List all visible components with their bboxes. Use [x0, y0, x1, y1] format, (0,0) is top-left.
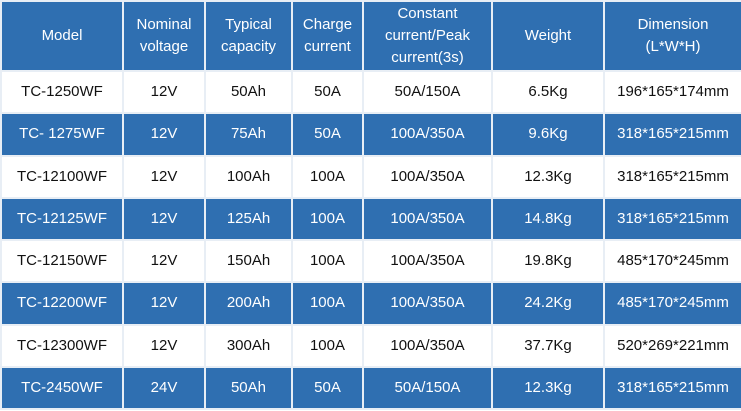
header-cell: Nominal voltage — [122, 0, 206, 72]
table-row: TC- 1275WF 12V 75Ah 50A 100A/350A 9.6Kg 318*16… — [0, 112, 741, 157]
table-cell: 520*269*221mm — [603, 323, 741, 368]
table-cell: 12V — [122, 238, 206, 284]
table-cell: 100A/350A — [362, 238, 493, 284]
table-cell: 100A — [291, 196, 364, 242]
table-cell: 196*165*174mm — [603, 69, 741, 115]
table-cell: TC-12150WF — [0, 238, 124, 284]
table-cell: 100A — [291, 323, 364, 368]
table-cell: 14.8Kg — [491, 196, 605, 242]
header-cell: Weight — [491, 0, 605, 72]
table-row: TC-2450WF 24V 50Ah 50A 50A/150A 12.3Kg 318*165… — [0, 365, 741, 411]
table-row: TC-12150WF 12V 150Ah 100A 100A/350A 19.8Kg 485… — [0, 238, 741, 284]
table-cell: 318*165*215mm — [603, 112, 741, 157]
table-body: TC-1250WF 12V 50Ah 50A 50A/150A 6.5Kg 196*165*… — [0, 69, 741, 411]
table-cell: 9.6Kg — [491, 112, 605, 157]
table-cell: 37.7Kg — [491, 323, 605, 368]
table-cell: 100A/350A — [362, 196, 493, 242]
table-cell: 318*165*215mm — [603, 365, 741, 411]
header-cell: Typical capacity — [204, 0, 293, 72]
table-cell: 6.5Kg — [491, 69, 605, 115]
table-cell: 485*170*245mm — [603, 281, 741, 326]
table-cell: 50A/150A — [362, 69, 493, 115]
table-cell: 50A — [291, 112, 364, 157]
table-row: TC-12100WF 12V 100Ah 100A 100A/350A 12.3Kg 318… — [0, 154, 741, 199]
table-cell: 12V — [122, 323, 206, 368]
table-cell: 24.2Kg — [491, 281, 605, 326]
table-cell: 100A — [291, 154, 364, 199]
table-cell: 150Ah — [204, 238, 293, 284]
table-cell: TC-12200WF — [0, 281, 124, 326]
table-cell: 200Ah — [204, 281, 293, 326]
table-cell: 50Ah — [204, 365, 293, 411]
header-cell: Dimension (L*W*H) — [603, 0, 741, 72]
table-cell: 19.8Kg — [491, 238, 605, 284]
table-cell: 12V — [122, 281, 206, 326]
header-cell: Model — [0, 0, 124, 72]
table-cell: 100A/350A — [362, 323, 493, 368]
table-cell: 24V — [122, 365, 206, 411]
table-cell: 100A/350A — [362, 281, 493, 326]
header-cell: Constant current/Peak current(3s) — [362, 0, 493, 72]
table-cell: 50Ah — [204, 69, 293, 115]
table-cell: TC-12125WF — [0, 196, 124, 242]
table-cell: 318*165*215mm — [603, 196, 741, 242]
table-cell: 300Ah — [204, 323, 293, 368]
table-cell: 12V — [122, 154, 206, 199]
table-cell: TC- 1275WF — [0, 112, 124, 157]
table-row: TC-12200WF 12V 200Ah 100A 100A/350A 24.2Kg 485… — [0, 281, 741, 326]
header-cell: Charge current — [291, 0, 364, 72]
table-cell: TC-2450WF — [0, 365, 124, 411]
table-row: TC-12125WF 12V 125Ah 100A 100A/350A 14.8Kg 318… — [0, 196, 741, 242]
table-cell: 12V — [122, 69, 206, 115]
table-cell: 50A/150A — [362, 365, 493, 411]
table-cell: TC-12100WF — [0, 154, 124, 199]
header-row: Model Nominal voltage Typical capacity Char… — [0, 0, 741, 72]
table-cell: 100Ah — [204, 154, 293, 199]
table-cell: 50A — [291, 69, 364, 115]
table-cell: TC-1250WF — [0, 69, 124, 115]
table-cell: 12.3Kg — [491, 365, 605, 411]
table-cell: 75Ah — [204, 112, 293, 157]
table-cell: 12V — [122, 112, 206, 157]
table-cell: 12V — [122, 196, 206, 242]
table-row: TC-1250WF 12V 50Ah 50A 50A/150A 6.5Kg 196*165*… — [0, 69, 741, 115]
table-cell: 100A — [291, 238, 364, 284]
table-cell: 50A — [291, 365, 364, 411]
table-cell: 125Ah — [204, 196, 293, 242]
table-cell: TC-12300WF — [0, 323, 124, 368]
table-cell: 100A — [291, 281, 364, 326]
table-cell: 485*170*245mm — [603, 238, 741, 284]
table-cell: 318*165*215mm — [603, 154, 741, 199]
table-cell: 100A/350A — [362, 112, 493, 157]
table-cell: 12.3Kg — [491, 154, 605, 199]
table-row: TC-12300WF 12V 300Ah 100A 100A/350A 37.7Kg 520… — [0, 323, 741, 368]
table-cell: 100A/350A — [362, 154, 493, 199]
